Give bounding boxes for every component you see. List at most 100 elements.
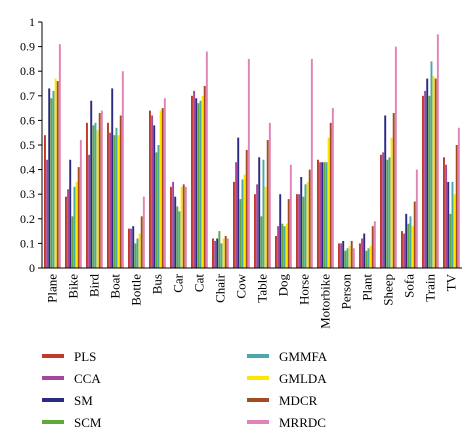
bar-sm-sheep [384, 115, 387, 268]
bar-scm-bird [92, 125, 95, 268]
legend-swatch-mrrdc [247, 420, 269, 424]
bar-sm-train [426, 78, 429, 268]
bar-gmlda-train [432, 76, 435, 269]
y-tick-label: 0.5 [20, 138, 35, 152]
bar-mrrdc-person [352, 248, 355, 268]
bar-mrrdc-boat [121, 71, 124, 268]
bar-gmmfa-plane [52, 90, 55, 268]
bar-gmlda-cow [243, 174, 246, 268]
bar-cca-sofa [403, 233, 406, 268]
bar-cca-plant [361, 238, 364, 268]
bar-sm-plane [48, 88, 51, 268]
y-tick-label: 0.1 [20, 236, 35, 250]
x-tick-label: Cow [234, 273, 249, 298]
bar-sm-motorbike [321, 162, 324, 268]
bar-gmmfa-train [430, 61, 433, 268]
x-tick-label: Bike [66, 274, 81, 299]
legend-swatch-scm [42, 420, 64, 424]
y-tick-label: 0.8 [20, 64, 35, 78]
bar-cca-bus [151, 115, 154, 268]
bar-sm-bus [153, 125, 156, 268]
bar-sm-sofa [405, 213, 408, 268]
bar-pls-plane [44, 135, 46, 268]
bar-pls-table [254, 194, 256, 268]
bar-mrrdc-bike [79, 140, 82, 268]
bar-pls-sheep [380, 154, 382, 268]
bar-scm-chair [218, 231, 221, 268]
bar-mdcr-car [182, 184, 185, 268]
bar-scm-plant [365, 250, 368, 268]
bar-gmmfa-chair [220, 243, 223, 268]
bar-gmlda-sofa [411, 226, 414, 268]
bar-pls-bird [86, 122, 88, 268]
y-tick-label: 0.9 [20, 40, 35, 54]
bar-mdcr-horse [308, 169, 311, 268]
bar-cca-dog [277, 226, 280, 268]
bar-mdcr-cat [203, 85, 206, 269]
bar-sm-person [342, 240, 345, 268]
bar-sm-cow [237, 137, 240, 268]
bar-gmlda-sheep [390, 137, 393, 268]
legend-label-scm: SCM [74, 415, 102, 430]
legend-label-sm: SM [74, 393, 93, 408]
legend-label-mdcr: MDCR [279, 393, 318, 408]
bar-mdcr-chair [224, 236, 227, 268]
y-tick-label: 0.7 [20, 89, 35, 103]
legend-swatch-cca [42, 376, 64, 380]
legend-label-gmlda: GMLDA [279, 371, 327, 386]
bar-sm-horse [300, 176, 303, 268]
bar-mrrdc-train [436, 34, 439, 268]
bar-mrrdc-bird [100, 110, 103, 268]
bar-mrrdc-bus [163, 98, 166, 268]
bar-gmlda-plant [369, 245, 372, 268]
x-tick-label: Car [171, 273, 186, 292]
bar-scm-sheep [386, 159, 389, 268]
x-tick-label: Plane [45, 274, 60, 303]
bar-cca-train [424, 90, 427, 268]
x-tick-label: Plant [360, 274, 375, 301]
bar-pls-cat [191, 95, 193, 268]
bar-pls-horse [296, 194, 298, 268]
bar-pls-person [338, 243, 340, 268]
bar-mdcr-motorbike [329, 122, 332, 268]
bar-sm-dog [279, 194, 282, 268]
bar-mrrdc-table [268, 122, 271, 268]
bar-gmmfa-horse [304, 184, 307, 268]
legend-swatch-pls [42, 354, 64, 358]
x-tick-label: Bird [87, 274, 102, 298]
bar-scm-motorbike [323, 162, 326, 268]
bar-cca-person [340, 243, 343, 268]
bar-sm-chair [216, 238, 219, 268]
bar-mrrdc-motorbike [331, 108, 334, 268]
legend-label-cca: CCA [74, 371, 101, 386]
bar-mrrdc-horse [310, 58, 313, 269]
bar-scm-plane [50, 98, 53, 268]
x-tick-label: Motorbike [318, 274, 333, 329]
bar-gmmfa-car [178, 211, 181, 268]
bar-cca-bird [88, 154, 91, 268]
x-tick-label: Table [255, 274, 270, 303]
bar-pls-car [170, 186, 172, 268]
bar-cca-bottle [130, 228, 133, 268]
y-tick-label: 0.6 [20, 113, 35, 127]
bar-pls-train [422, 95, 424, 268]
bar-gmmfa-bus [157, 145, 160, 268]
y-tick-label: 1 [29, 15, 35, 29]
legend-swatch-gmmfa [247, 354, 269, 358]
bar-cca-horse [298, 194, 301, 268]
bar-gmmfa-table [262, 159, 265, 268]
bar-scm-tv [449, 213, 452, 268]
x-tick-label: Person [339, 274, 354, 310]
bar-cca-tv [445, 164, 448, 268]
bar-cca-sheep [382, 152, 385, 268]
bar-gmlda-dog [285, 223, 288, 268]
bar-scm-dog [281, 223, 284, 268]
legend-swatch-gmlda [247, 376, 269, 380]
bar-sm-car [174, 196, 177, 268]
bar-gmlda-table [264, 186, 267, 268]
x-tick-label: Dog [276, 274, 291, 297]
x-tick-label: Train [423, 274, 438, 302]
bar-pls-boat [107, 122, 109, 268]
y-axis: 0 0.1 0.2 0.3 0.4 0.5 0.6 0.7 0.8 0.9 1 [20, 15, 43, 275]
bar-mdcr-bird [98, 113, 101, 269]
